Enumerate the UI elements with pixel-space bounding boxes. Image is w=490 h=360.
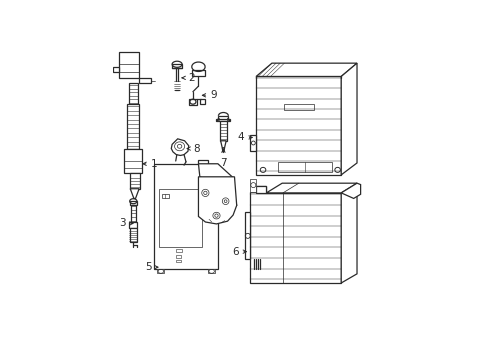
Bar — [159, 189, 202, 247]
Polygon shape — [220, 121, 227, 141]
Text: 1: 1 — [151, 159, 157, 169]
Bar — [208, 269, 215, 273]
Text: 6: 6 — [232, 247, 239, 257]
Polygon shape — [222, 148, 224, 152]
Text: 4: 4 — [238, 132, 245, 143]
Polygon shape — [128, 84, 138, 104]
Polygon shape — [198, 164, 233, 194]
Polygon shape — [267, 183, 357, 193]
Polygon shape — [189, 99, 197, 105]
Polygon shape — [130, 204, 136, 222]
Polygon shape — [198, 177, 237, 224]
Polygon shape — [172, 64, 182, 68]
Polygon shape — [219, 116, 228, 120]
Polygon shape — [245, 212, 250, 260]
Polygon shape — [129, 222, 138, 228]
Text: 9: 9 — [210, 90, 217, 100]
Polygon shape — [200, 99, 204, 104]
Bar — [176, 255, 181, 258]
Polygon shape — [217, 118, 230, 121]
Polygon shape — [162, 194, 170, 198]
Text: 2: 2 — [188, 73, 195, 83]
Polygon shape — [220, 141, 226, 148]
Polygon shape — [139, 78, 151, 84]
Polygon shape — [130, 228, 137, 242]
Polygon shape — [113, 67, 120, 72]
Polygon shape — [124, 149, 143, 174]
Polygon shape — [341, 183, 361, 198]
Polygon shape — [250, 186, 341, 283]
Polygon shape — [130, 201, 137, 204]
Polygon shape — [217, 118, 219, 121]
Bar — [284, 104, 314, 110]
Polygon shape — [130, 174, 140, 189]
Polygon shape — [341, 183, 357, 283]
Text: 8: 8 — [194, 144, 200, 153]
Text: 7: 7 — [220, 158, 227, 168]
Polygon shape — [192, 69, 205, 76]
Bar — [278, 162, 332, 172]
Polygon shape — [256, 76, 341, 175]
Polygon shape — [120, 51, 139, 78]
Polygon shape — [256, 63, 357, 76]
Polygon shape — [219, 191, 237, 212]
Polygon shape — [250, 135, 256, 151]
Text: 3: 3 — [119, 219, 126, 228]
Polygon shape — [153, 159, 218, 269]
Polygon shape — [256, 186, 267, 193]
Polygon shape — [127, 104, 139, 149]
Bar — [157, 269, 164, 273]
Text: 5: 5 — [145, 262, 151, 272]
Polygon shape — [172, 139, 189, 156]
Polygon shape — [130, 189, 139, 198]
Polygon shape — [228, 118, 230, 121]
Polygon shape — [250, 179, 256, 192]
Polygon shape — [341, 63, 357, 175]
Bar — [176, 249, 182, 252]
Bar — [176, 260, 181, 262]
